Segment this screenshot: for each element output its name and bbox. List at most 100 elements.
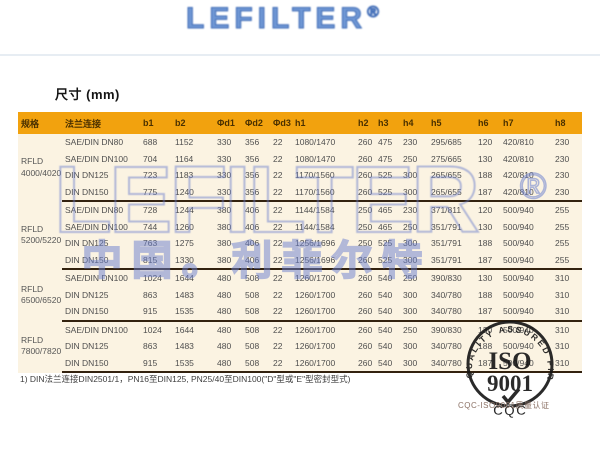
stamp-caption: CQC-ISO9001质量认证	[458, 401, 550, 410]
value-cell: 310	[552, 354, 582, 373]
value-cell: 1260	[175, 221, 194, 232]
value-cell: 22	[270, 303, 292, 322]
value-cell: 380	[217, 221, 232, 232]
flange-cell: DIN DN150	[62, 251, 140, 270]
value-cell: 22	[273, 137, 283, 147]
flange-cell: DIN DN125	[65, 170, 109, 180]
column-header: b2	[172, 112, 214, 134]
value-cell: 480	[217, 273, 232, 283]
value-cell: 500/940	[503, 341, 534, 351]
value-cell: 1144/1584	[295, 221, 335, 232]
value-cell: 22	[273, 153, 283, 164]
table-row: DIN DN125 723 1183 330 356 22 1170/1560 260 525 3…	[18, 167, 582, 184]
value-cell: 120	[478, 205, 493, 215]
table-row: RFLD 7800/7820 SAE/DIN DN100 1024 1644 480 50…	[18, 321, 582, 357]
value-cell: 230	[555, 170, 570, 180]
value-cell: 1483	[175, 341, 194, 351]
value-cell: 540	[378, 341, 393, 351]
value-cell: 508	[242, 354, 270, 373]
value-cell: 22	[273, 341, 283, 351]
value-cell: 340/780	[431, 341, 462, 351]
value-cell: 1183	[175, 170, 194, 180]
model-cell: RFLD 5200/5220	[21, 223, 62, 245]
value-cell: 260	[355, 251, 375, 270]
value-cell: 704	[143, 153, 158, 164]
table-row: DIN DN150 915 1535 480 508 22 1260/1700 260 540 3…	[18, 354, 582, 373]
value-cell: 130	[478, 153, 493, 164]
value-cell: 1080/1470	[295, 153, 336, 164]
value-cell: 260	[358, 289, 373, 300]
value-cell: 265/655	[428, 183, 475, 202]
value-cell: 356	[245, 153, 260, 164]
value-cell: 380	[214, 251, 242, 270]
column-header: h7	[500, 112, 552, 134]
value-cell: 915	[140, 303, 172, 322]
value-cell: 1275	[175, 238, 194, 248]
header-row: 规格 法兰连接 b1 b2 Φd1 Φd2 Φd3 h1 h2 h3 h4 h5 h6 h7 h8	[18, 112, 582, 134]
value-cell: 22	[270, 251, 292, 270]
value-cell: 230	[403, 205, 418, 215]
value-cell: 380	[217, 205, 232, 215]
value-cell: 300	[400, 303, 428, 322]
flange-cell: SAE/DIN DN100	[65, 324, 128, 335]
table-row: RFLD 5200/5220 SAE/DIN DN80 728 1244 380 406 2…	[18, 201, 582, 245]
value-cell: 255	[555, 221, 570, 232]
flange-cell: SAE/DIN DN100	[65, 273, 128, 283]
value-cell: 310	[555, 341, 570, 351]
value-cell: 187	[475, 251, 500, 270]
table-row: SAE/DIN DN100 704 1164 330 356 22 1080/1470 260…	[18, 151, 582, 168]
flange-cell: DIN DN150	[62, 354, 140, 373]
value-cell: 356	[245, 137, 260, 147]
value-cell: 330	[217, 137, 232, 147]
footnote: 1) DIN法兰连接DIN2501/1，PN16至DIN125, PN25/40…	[20, 374, 351, 384]
value-cell: 275/665	[431, 153, 462, 164]
value-cell: 260	[358, 170, 373, 180]
stamp-9001-text: 9001	[487, 371, 533, 396]
value-cell: 130	[478, 221, 493, 232]
value-cell: 1164	[175, 153, 194, 164]
value-cell: 22	[273, 324, 283, 335]
value-cell: 255	[555, 205, 570, 215]
value-cell: 500/940	[503, 221, 534, 232]
value-cell: 1260/1700	[295, 341, 336, 351]
value-cell: 230	[552, 183, 582, 202]
value-cell: 255	[555, 238, 570, 248]
value-cell: 230	[555, 137, 570, 147]
value-cell: 22	[273, 289, 283, 300]
value-cell: 187	[475, 354, 500, 373]
value-cell: 310	[555, 289, 570, 300]
value-cell: 230	[403, 137, 418, 147]
table-row: DIN DN150 775 1240 330 356 22 1170/1560 260 525 3…	[18, 183, 582, 202]
table-row: SAE/DIN DN100 744 1260 380 406 22 1144/1584 250…	[18, 219, 582, 236]
column-header: b1	[140, 112, 172, 134]
flange-cell: SAE/DIN DN100	[65, 153, 128, 164]
value-cell: 22	[273, 221, 283, 232]
value-cell: 330	[217, 153, 232, 164]
table-body: RFLD 4000/4020 SAE/DIN DN80 688 1152 330 356 2…	[18, 134, 582, 373]
column-header: h2	[355, 112, 375, 134]
table-row: RFLD 6500/6520 SAE/DIN DN100 1024 1644 480 50…	[18, 269, 582, 305]
value-cell: 525	[375, 251, 400, 270]
value-cell: 250	[358, 205, 373, 215]
value-cell: 465	[378, 221, 393, 232]
value-cell: 1260/1700	[295, 324, 336, 335]
value-cell: 508	[242, 303, 270, 322]
value-cell: 815	[140, 251, 172, 270]
value-cell: 1152	[175, 137, 194, 147]
value-cell: 500/940	[503, 205, 534, 215]
value-cell: 475	[378, 137, 393, 147]
model-cell: RFLD 6500/6520	[21, 283, 62, 305]
value-cell: 351/791	[428, 251, 475, 270]
value-cell: 260	[358, 137, 373, 147]
value-cell: 508	[245, 273, 260, 283]
value-cell: 295/685	[431, 137, 462, 147]
column-header: h1	[292, 112, 355, 134]
value-cell: 1483	[175, 289, 194, 300]
value-cell: 300	[400, 354, 428, 373]
value-cell: 188	[478, 341, 493, 351]
value-cell: 688	[143, 137, 158, 147]
value-cell: 1260/1700	[295, 289, 336, 300]
value-cell: 260	[358, 341, 373, 351]
column-header: 法兰连接	[62, 112, 140, 134]
value-cell: 250	[403, 221, 418, 232]
